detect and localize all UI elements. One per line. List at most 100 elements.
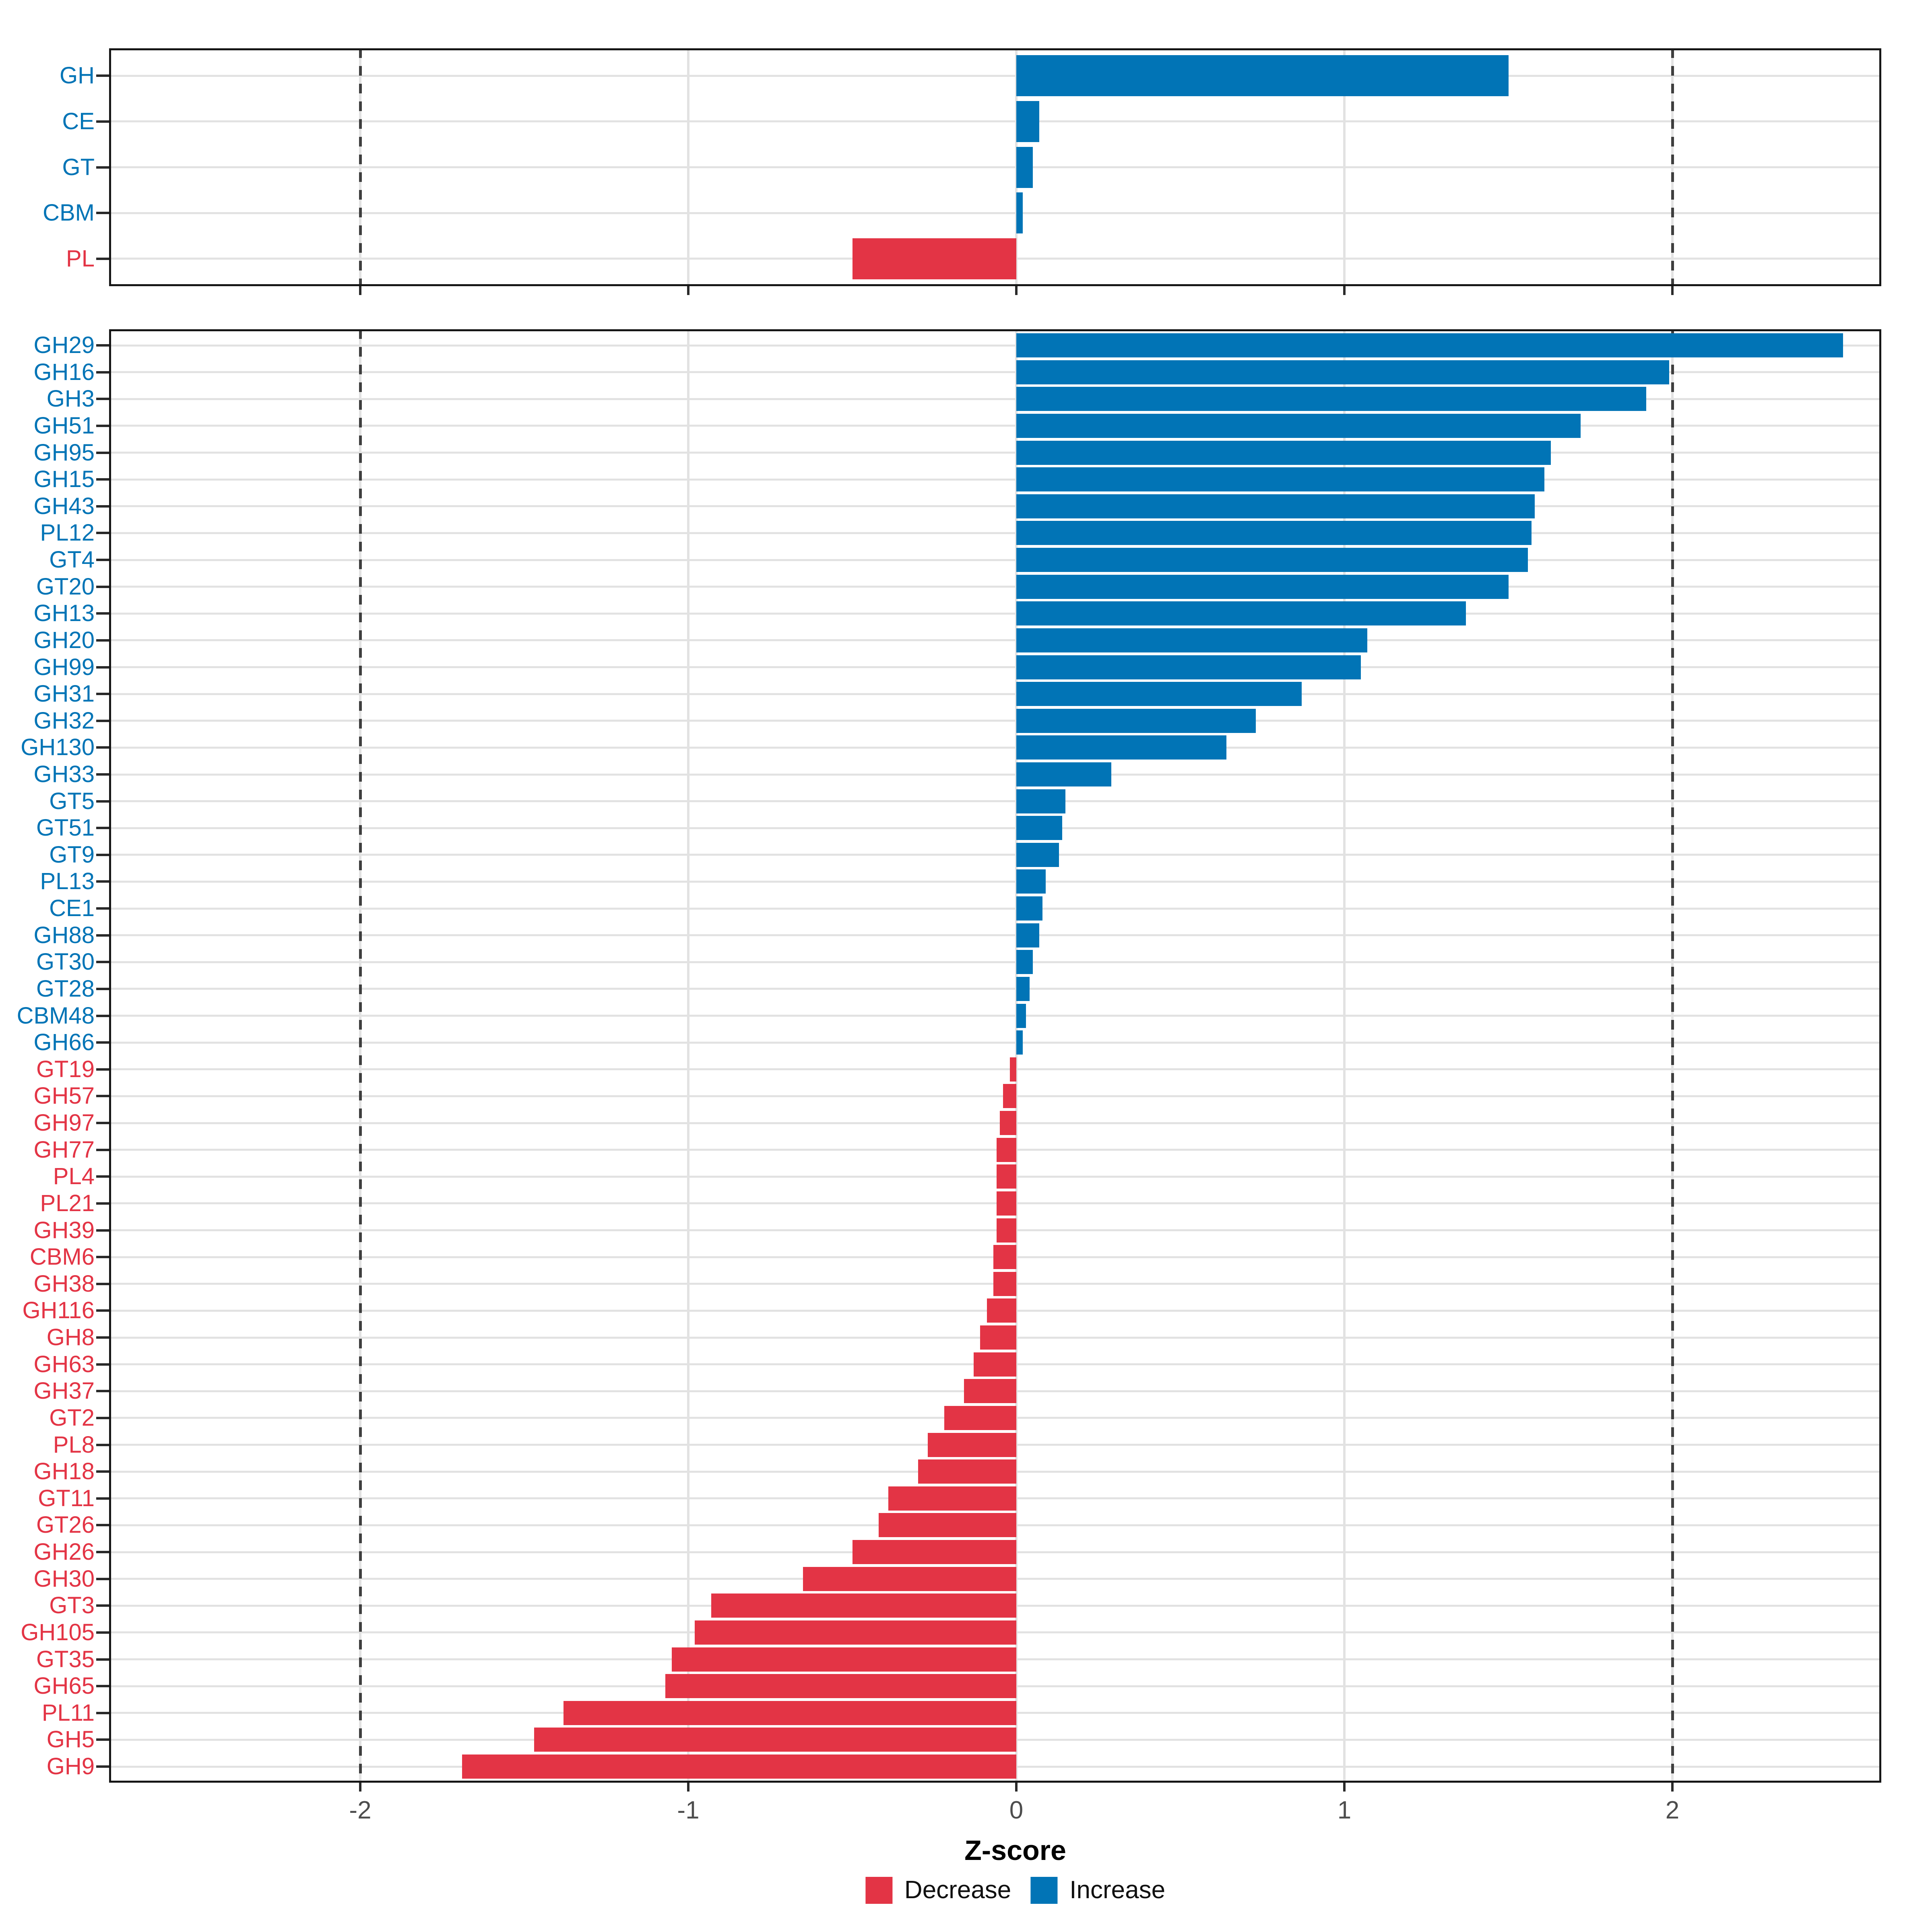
y-tick-GH105 bbox=[96, 1631, 109, 1634]
y-tick-GT51 bbox=[96, 827, 109, 830]
gridline-h bbox=[109, 1122, 1881, 1124]
gridline-h bbox=[109, 827, 1881, 829]
y-tick-GT30 bbox=[96, 961, 109, 964]
y-tick-GH5 bbox=[96, 1738, 109, 1741]
y-tick-CBM6 bbox=[96, 1256, 109, 1259]
gridline-h bbox=[109, 666, 1881, 668]
category-label-GH33: GH33 bbox=[33, 761, 95, 787]
y-tick-GH13 bbox=[96, 612, 109, 615]
y-tick-GT bbox=[96, 166, 109, 169]
bar-GH16 bbox=[1016, 360, 1669, 384]
gridline-h bbox=[109, 344, 1881, 347]
y-tick-GH15 bbox=[96, 478, 109, 481]
legend-label-increase: Increase bbox=[1069, 1876, 1166, 1904]
dashed-reference-line bbox=[359, 48, 362, 286]
gridline-h bbox=[109, 1068, 1881, 1071]
gridline-h bbox=[109, 478, 1881, 481]
y-tick-PL bbox=[96, 257, 109, 260]
bar-GH30 bbox=[803, 1567, 1017, 1591]
y-tick-GT4 bbox=[96, 559, 109, 561]
gridline-h bbox=[109, 452, 1881, 454]
bar-PL13 bbox=[1016, 869, 1046, 894]
gridline-h bbox=[109, 907, 1881, 910]
legend-entry-decrease: Decrease bbox=[865, 1876, 1011, 1904]
gridline-v bbox=[687, 329, 689, 1783]
gridline-h bbox=[109, 1041, 1881, 1044]
x-tick-2 bbox=[1671, 286, 1674, 295]
x-tick-label--1: -1 bbox=[677, 1796, 700, 1824]
y-tick-GH18 bbox=[96, 1470, 109, 1473]
category-label-GH: GH bbox=[60, 62, 95, 89]
y-tick-PL11 bbox=[96, 1711, 109, 1714]
y-tick-GH39 bbox=[96, 1229, 109, 1232]
gridline-h bbox=[109, 1229, 1881, 1232]
x-tick-label-0: 0 bbox=[1009, 1796, 1024, 1824]
category-label-GT20: GT20 bbox=[36, 573, 95, 600]
category-label-PL4: PL4 bbox=[53, 1163, 95, 1190]
category-label-CBM: CBM bbox=[43, 200, 95, 226]
category-label-GH116: GH116 bbox=[22, 1297, 95, 1324]
x-tick--1 bbox=[687, 286, 689, 295]
y-tick-GT19 bbox=[96, 1068, 109, 1071]
legend: Decrease Increase bbox=[865, 1876, 1165, 1904]
bar-GH77 bbox=[997, 1137, 1016, 1162]
y-tick-GT11 bbox=[96, 1497, 109, 1500]
y-tick-GH20 bbox=[96, 639, 109, 642]
gridline-v bbox=[1343, 329, 1346, 1783]
bar-PL12 bbox=[1016, 521, 1532, 545]
y-tick-GT3 bbox=[96, 1604, 109, 1607]
category-label-GH39: GH39 bbox=[33, 1217, 95, 1243]
bar-GH66 bbox=[1016, 1030, 1023, 1055]
gridline-h bbox=[109, 1175, 1881, 1178]
category-label-GH26: GH26 bbox=[33, 1539, 95, 1565]
category-label-GH32: GH32 bbox=[33, 707, 95, 734]
category-label-GH38: GH38 bbox=[33, 1270, 95, 1297]
category-label-GT4: GT4 bbox=[49, 547, 95, 573]
y-tick-GT20 bbox=[96, 585, 109, 588]
y-tick-GT5 bbox=[96, 800, 109, 803]
gridline-h bbox=[109, 612, 1881, 615]
category-label-GH66: GH66 bbox=[33, 1029, 95, 1056]
category-label-PL8: PL8 bbox=[53, 1431, 95, 1458]
category-label-GH99: GH99 bbox=[33, 654, 95, 680]
bar-GH15 bbox=[1016, 467, 1545, 492]
bar-GH65 bbox=[665, 1674, 1016, 1699]
category-label-GH57: GH57 bbox=[33, 1083, 95, 1109]
bar-GT5 bbox=[1016, 789, 1066, 813]
increase-swatch-icon bbox=[1030, 1876, 1058, 1904]
x-tick-0 bbox=[1015, 1783, 1018, 1792]
bar-GH5 bbox=[534, 1728, 1016, 1752]
bar-GH39 bbox=[997, 1218, 1016, 1243]
y-tick-GT26 bbox=[96, 1524, 109, 1527]
panel-border bbox=[109, 329, 1881, 1783]
bar-PL bbox=[852, 238, 1016, 279]
category-label-GH95: GH95 bbox=[33, 439, 95, 466]
gridline-h bbox=[109, 166, 1881, 168]
bar-GH9 bbox=[462, 1754, 1016, 1779]
gridline-h bbox=[109, 559, 1881, 561]
y-tick-GH97 bbox=[96, 1122, 109, 1125]
category-label-GH18: GH18 bbox=[33, 1458, 95, 1485]
legend-entry-increase: Increase bbox=[1030, 1876, 1165, 1904]
summary-panel bbox=[96, 48, 1881, 286]
category-label-GH97: GH97 bbox=[33, 1110, 95, 1136]
x-tick-label-1: 1 bbox=[1337, 1796, 1352, 1824]
bar-CBM48 bbox=[1016, 1003, 1026, 1028]
y-tick-GH65 bbox=[96, 1685, 109, 1688]
y-tick-GH95 bbox=[96, 451, 109, 454]
gridline-v bbox=[687, 48, 689, 286]
bar-GT3 bbox=[711, 1593, 1016, 1618]
bar-CBM6 bbox=[993, 1245, 1016, 1269]
gridline-h bbox=[109, 586, 1881, 588]
bar-GH88 bbox=[1016, 923, 1040, 947]
category-label-GH88: GH88 bbox=[33, 922, 95, 948]
category-label-GT19: GT19 bbox=[36, 1056, 95, 1082]
y-tick-GH116 bbox=[96, 1309, 109, 1312]
category-label-GH77: GH77 bbox=[33, 1136, 95, 1163]
bar-GT9 bbox=[1016, 842, 1059, 867]
x-tick-1 bbox=[1343, 1783, 1346, 1792]
gridline-h bbox=[109, 1149, 1881, 1151]
y-tick-GH77 bbox=[96, 1148, 109, 1151]
y-tick-PL4 bbox=[96, 1175, 109, 1178]
bar-GH57 bbox=[1003, 1084, 1016, 1108]
